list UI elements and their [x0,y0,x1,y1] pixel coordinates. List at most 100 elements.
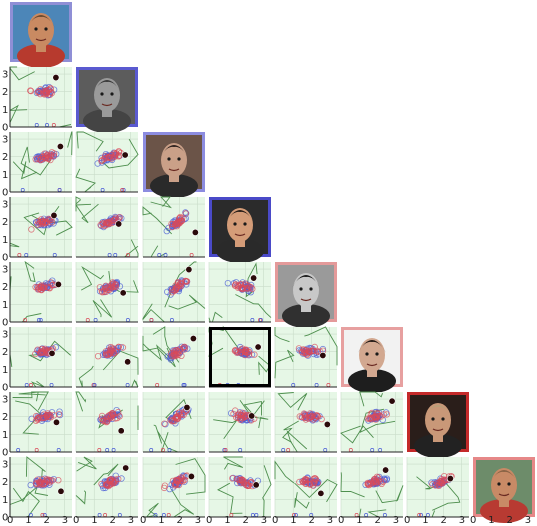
data-point [103,480,110,488]
data-point [371,478,378,485]
data-point [380,411,388,418]
scatter-panel-r4-c2 [142,261,206,323]
data-point [313,347,320,354]
x-tick-label: 0 [206,515,212,526]
data-point [115,148,122,155]
data-point [176,411,184,419]
data-point [39,348,46,355]
data-point [50,220,57,227]
data-point [111,216,119,223]
data-point [300,410,308,417]
x-tick-label: 3 [393,515,399,526]
data-point [103,418,110,426]
data-point [174,279,182,286]
data-point [171,482,179,489]
x-tick-label: 3 [459,515,465,526]
data-point [169,289,176,296]
query-marker [250,274,258,282]
scatter-panel-r5-c2 [142,326,205,388]
data-point [440,477,448,485]
data-point [441,473,448,480]
y-tick-label: 1 [2,430,8,441]
data-point [233,349,241,356]
data-point [429,481,436,488]
data-point [38,414,46,422]
y-tick-label: 3 [2,395,8,406]
face-4-portrait [209,197,271,263]
scatter-panel-r6-c0 [9,391,72,453]
data-point [164,353,171,360]
x-tick-label: 3 [327,515,333,526]
data-point [171,353,178,360]
data-point [112,283,119,291]
highlighted-panel-frame [209,327,271,387]
query-marker [252,481,260,489]
data-point [32,350,39,358]
data-point [41,150,48,157]
data-point [172,221,180,228]
scatter-panel-r4-c3 [208,262,272,323]
data-point [372,414,379,421]
data-point [368,414,375,421]
data-point [364,415,371,422]
x-tick-label: 0 [338,515,344,526]
data-point [243,285,250,292]
data-point [237,281,244,288]
data-point [240,480,248,487]
data-point [178,475,185,482]
data-point [109,283,116,291]
data-point [35,154,42,162]
data-point [311,479,318,486]
y-tick-label: 2 [2,87,8,98]
data-point [47,156,54,164]
data-point [224,280,232,287]
scatter-panel-r6-c4 [274,392,337,453]
data-point [377,479,385,486]
data-point [108,347,115,354]
data-point [40,218,47,225]
data-point [298,348,306,356]
face-5-portrait [275,262,337,328]
y-tick-label: 2 [2,477,8,488]
face-8-portrait [473,457,535,523]
scatter-panel-r6-c1 [75,391,139,453]
scatter-panel-r5-c4 [274,326,338,388]
data-point [432,482,439,489]
data-point [295,345,303,352]
data-point [101,155,108,163]
scatter-panel-r3-c0 [9,197,73,258]
data-point [42,154,49,161]
data-point [175,481,183,489]
data-point [39,153,46,161]
x-tick-label: 2 [43,515,49,526]
data-point [163,227,170,235]
data-point [42,218,49,225]
query-marker [323,420,331,428]
data-point [173,284,181,291]
data-point [28,226,35,233]
data-point [101,285,109,292]
query-marker [185,266,193,274]
data-point [34,476,41,483]
x-tick-label: 0 [73,515,79,526]
query-marker [56,143,64,151]
data-point [167,416,174,423]
x-tick-label: 2 [374,515,380,526]
scatter-panel-r4-c1 [75,262,139,323]
query-marker [183,403,191,411]
data-point [168,418,176,425]
query-marker [446,475,454,483]
data-point [34,416,41,423]
face-2-portrait [76,67,138,133]
y-tick-label: 2 [2,282,8,293]
x-tick-label: 1 [158,515,164,526]
data-point [47,85,54,93]
data-point [118,475,125,482]
data-point [245,348,252,355]
data-point [302,414,309,421]
x-tick-label: 2 [506,515,512,526]
query-marker [48,349,56,357]
x-tick-label: 3 [62,515,68,526]
scatter-panel-r6-c5 [340,391,403,453]
data-point [181,343,188,351]
